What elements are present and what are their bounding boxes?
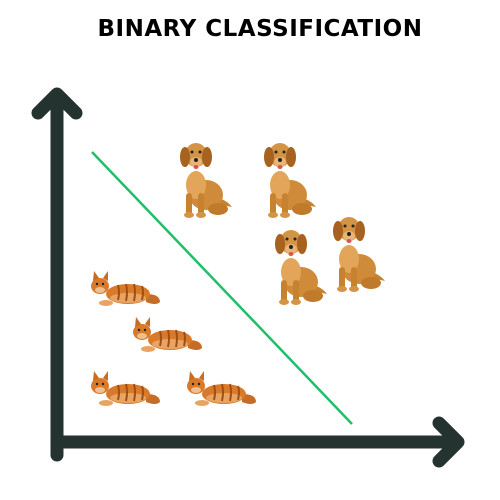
cat-icon xyxy=(132,316,203,353)
dog-icon xyxy=(180,143,232,218)
cat-icon xyxy=(90,370,161,407)
cat-icon xyxy=(90,270,161,307)
dog-icon xyxy=(264,143,316,218)
decision-boundary-line xyxy=(91,151,353,425)
x-axis-arrowhead xyxy=(432,416,465,468)
axes xyxy=(31,87,465,468)
dog-icon xyxy=(275,230,327,305)
dog-icon xyxy=(333,217,385,292)
cat-icon xyxy=(186,370,257,407)
diagram-title: BINARY CLASSIFICATION xyxy=(97,16,423,42)
y-axis-arrowhead xyxy=(31,87,83,120)
